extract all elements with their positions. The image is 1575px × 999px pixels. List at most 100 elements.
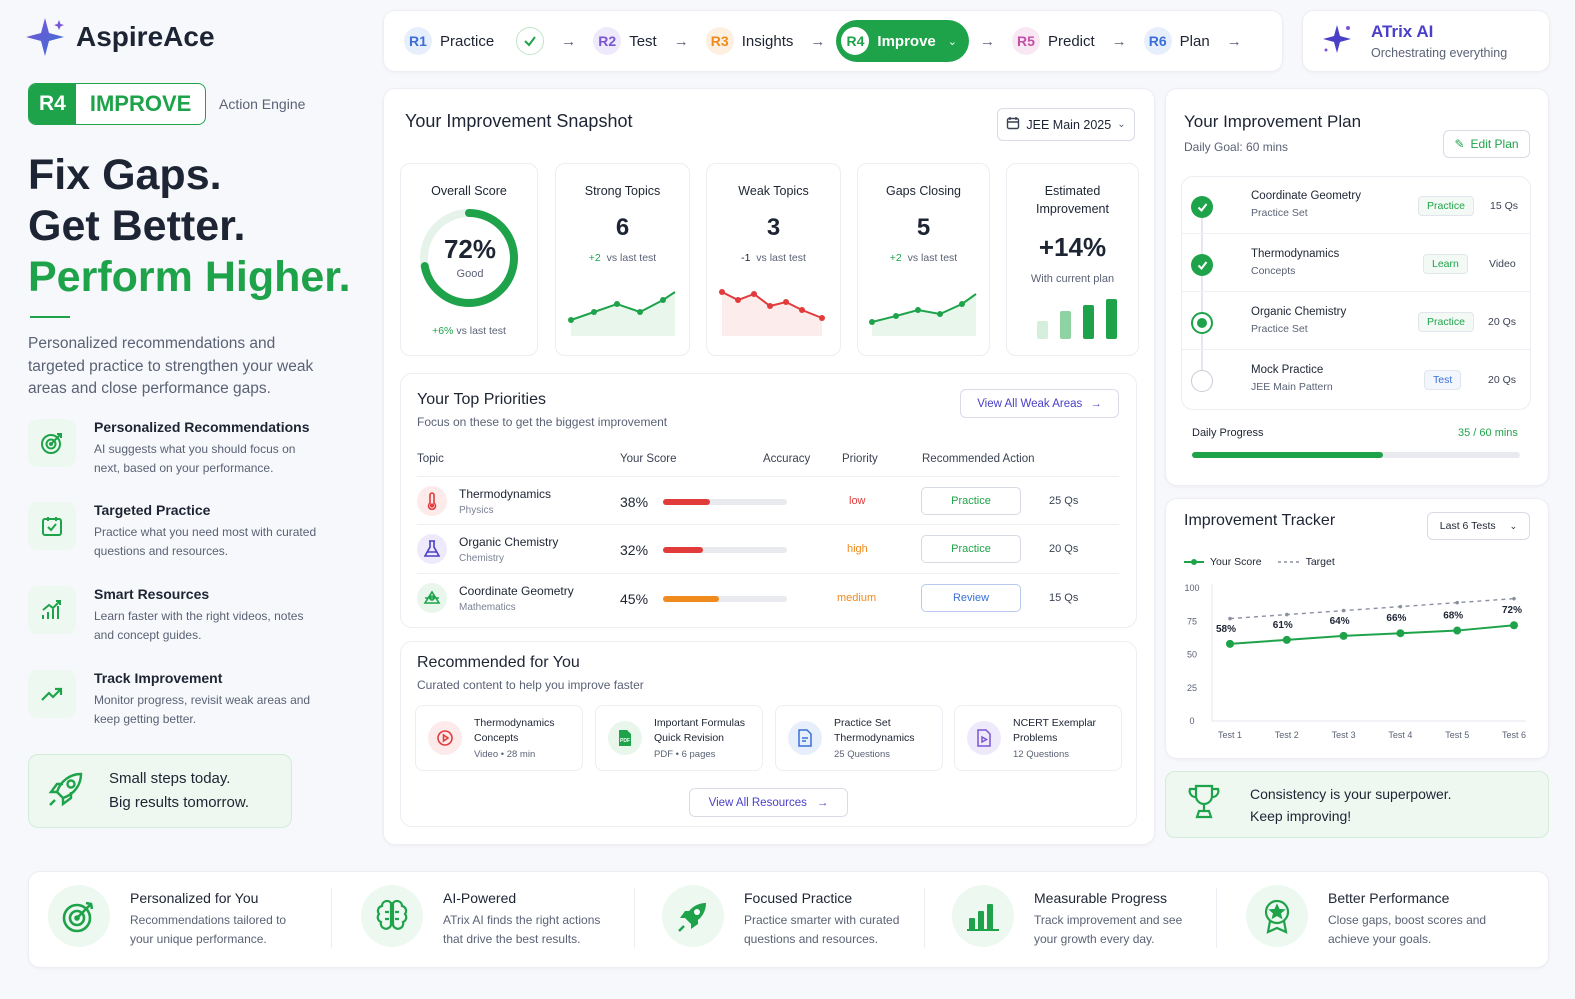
benefit-desc: ATrix AI finds the right actions bbox=[443, 913, 601, 927]
feature-desc: Learn faster with the right videos, note… bbox=[94, 609, 304, 642]
ai-card[interactable]: ATrix AI Orchestrating everything bbox=[1302, 10, 1550, 72]
plan-tag: Learn bbox=[1423, 254, 1468, 274]
range-select[interactable]: Last 6 Tests ⌄ bbox=[1427, 512, 1530, 540]
benefit-title: Focused Practice bbox=[744, 890, 853, 906]
ai-title: ATrix AI bbox=[1371, 22, 1434, 41]
topic-score: 38% bbox=[620, 494, 649, 510]
score-point bbox=[1339, 631, 1348, 640]
progress-text: 35 / 60 mins bbox=[1458, 427, 1518, 439]
score-point bbox=[1453, 626, 1462, 635]
feature-title: Personalized Recommendations bbox=[94, 419, 310, 435]
check-icon bbox=[516, 27, 545, 55]
divider bbox=[924, 888, 925, 948]
topic-score: 45% bbox=[620, 591, 649, 607]
resource-card[interactable]: PDF Important Formulas Quick Revision PDF … bbox=[595, 705, 763, 771]
resource-card[interactable]: Practice Set Thermodynamics 25 Questions bbox=[775, 705, 943, 771]
stage-r1[interactable]: R1 Practice bbox=[398, 20, 550, 62]
plan-item-title: Organic Chemistry bbox=[1251, 306, 1347, 318]
priorities-subtitle: Focus on these to get the biggest improv… bbox=[417, 415, 668, 429]
benefit-desc: achieve your goals. bbox=[1328, 932, 1432, 946]
brand[interactable]: AspireAce bbox=[24, 16, 215, 58]
edit-plan-button[interactable]: ✎ Edit Plan bbox=[1443, 130, 1530, 158]
view-all-resources-button[interactable]: View All Resources → bbox=[689, 788, 848, 817]
consistency-card: Consistency is your superpower. Keep impr… bbox=[1165, 771, 1549, 838]
practice-button[interactable]: Practice bbox=[921, 535, 1021, 563]
stat-value: 6 bbox=[615, 214, 630, 241]
x-tick-label: Test 4 bbox=[1388, 730, 1412, 740]
stage-code: R4 bbox=[841, 27, 870, 55]
plan-item[interactable]: Organic Chemistry Practice Set Practice 2… bbox=[1181, 293, 1531, 350]
feature-targeted: Targeted Practice Practice what you need … bbox=[28, 502, 318, 561]
overall-value: 72% bbox=[443, 234, 497, 264]
stage-name: Plan bbox=[1179, 32, 1210, 50]
exam-label: JEE Main 2025 bbox=[1026, 117, 1112, 132]
hero-line-3: Perform Higher. bbox=[28, 253, 351, 301]
bar-chart-icon bbox=[952, 885, 1014, 947]
stage-code: R3 bbox=[705, 27, 734, 55]
plan-count: 15 Qs bbox=[1490, 200, 1519, 212]
priority-label: high bbox=[847, 543, 868, 555]
timeline-line bbox=[1201, 206, 1203, 381]
stage-r2[interactable]: R2 Test bbox=[587, 20, 663, 62]
overall-gauge bbox=[420, 209, 518, 307]
y-tick-label: 75 bbox=[1187, 616, 1197, 626]
stage-r3[interactable]: R3 Insights bbox=[700, 20, 800, 62]
stage-code: R1 bbox=[404, 27, 432, 55]
view-all-weak-areas-button[interactable]: View All Weak Areas → bbox=[960, 389, 1119, 418]
score-point bbox=[1510, 621, 1518, 630]
arrow-right-icon: → bbox=[1226, 32, 1242, 50]
weak-topics-card: Weak Topics 3 -1 vs last test bbox=[706, 163, 841, 356]
sparkline-up bbox=[868, 293, 977, 336]
stage-r5[interactable]: R5 Predict bbox=[1006, 20, 1101, 62]
plan-item-sub: JEE Main Pattern bbox=[1251, 381, 1333, 393]
th-action: Recommended Action bbox=[922, 453, 1035, 465]
rocket-icon bbox=[45, 768, 87, 815]
table-row[interactable]: Coordinate Geometry Mathematics 45% mediu… bbox=[417, 574, 1119, 623]
snapshot-title: Your Improvement Snapshot bbox=[405, 111, 633, 131]
plan-item-title: Coordinate Geometry bbox=[1251, 190, 1361, 202]
table-row[interactable]: Thermodynamics Physics 38% low Practice 2… bbox=[417, 476, 1119, 525]
y-tick-label: 0 bbox=[1189, 716, 1194, 726]
stage-name: Practice bbox=[440, 32, 495, 50]
arrow-right-icon: → bbox=[979, 32, 995, 50]
plan-item[interactable]: Coordinate Geometry Practice Set Practice… bbox=[1181, 177, 1531, 234]
plan-goal: Daily Goal: 60 mins bbox=[1184, 140, 1289, 154]
overall-label: Overall Score bbox=[431, 184, 507, 198]
stage-r4[interactable]: R4 Improve ⌄ bbox=[836, 20, 969, 62]
divider bbox=[331, 888, 332, 948]
plan-item[interactable]: Thermodynamics Concepts Learn Video bbox=[1181, 235, 1531, 292]
pencil-icon: ✎ bbox=[1454, 137, 1465, 151]
practice-button[interactable]: Practice bbox=[921, 487, 1021, 515]
sparkline-down bbox=[718, 289, 825, 336]
stat-delta: +2 bbox=[889, 252, 902, 264]
score-point bbox=[1226, 639, 1234, 648]
stat-label: Gaps Closing bbox=[885, 184, 962, 198]
plan-title: Your Improvement Plan bbox=[1184, 112, 1362, 131]
exam-select[interactable]: JEE Main 2025 ⌄ bbox=[997, 108, 1135, 141]
award-icon bbox=[1246, 885, 1308, 947]
benefit-measurable: Measurable Progress Track improvement and… bbox=[952, 885, 1182, 949]
table-row[interactable]: Organic Chemistry Chemistry 32% high Prac… bbox=[417, 525, 1119, 574]
improvement-chart: 100 75 50 25 0 Test 1 Test 2 Test 3 Test 4 Test 5… bbox=[1184, 583, 1526, 740]
resource-card[interactable]: Thermodynamics Concepts Video • 28 min bbox=[415, 705, 583, 771]
resource-meta: 12 Questions bbox=[1013, 749, 1069, 760]
overall-delta: +6% bbox=[432, 325, 454, 337]
resource-card[interactable]: NCERT Exemplar Problems 12 Questions bbox=[954, 705, 1122, 771]
target-point bbox=[1285, 612, 1289, 617]
arrow-right-icon: → bbox=[673, 32, 689, 50]
empty-step-icon bbox=[1191, 370, 1213, 392]
benefit-desc: Track improvement and see bbox=[1034, 913, 1183, 927]
plan-item[interactable]: Mock Practice JEE Main Pattern Test 20 Qs bbox=[1181, 351, 1531, 408]
improve-badge: R4 IMPROVE bbox=[28, 83, 207, 125]
geometry-icon bbox=[417, 583, 447, 613]
recommended-title: Recommended for You bbox=[417, 654, 580, 671]
check-circle-icon bbox=[1191, 196, 1213, 218]
plan-tag: Practice bbox=[1418, 312, 1474, 332]
plan-tag: Practice bbox=[1418, 196, 1474, 216]
badge-code: R4 bbox=[29, 84, 76, 124]
recommended-subtitle: Curated content to help you improve fast… bbox=[417, 678, 644, 692]
benefit-title: AI-Powered bbox=[443, 890, 517, 906]
x-tick-label: Test 3 bbox=[1332, 730, 1356, 740]
review-button[interactable]: Review bbox=[921, 584, 1021, 612]
stage-r6[interactable]: R6 Plan bbox=[1138, 20, 1216, 62]
